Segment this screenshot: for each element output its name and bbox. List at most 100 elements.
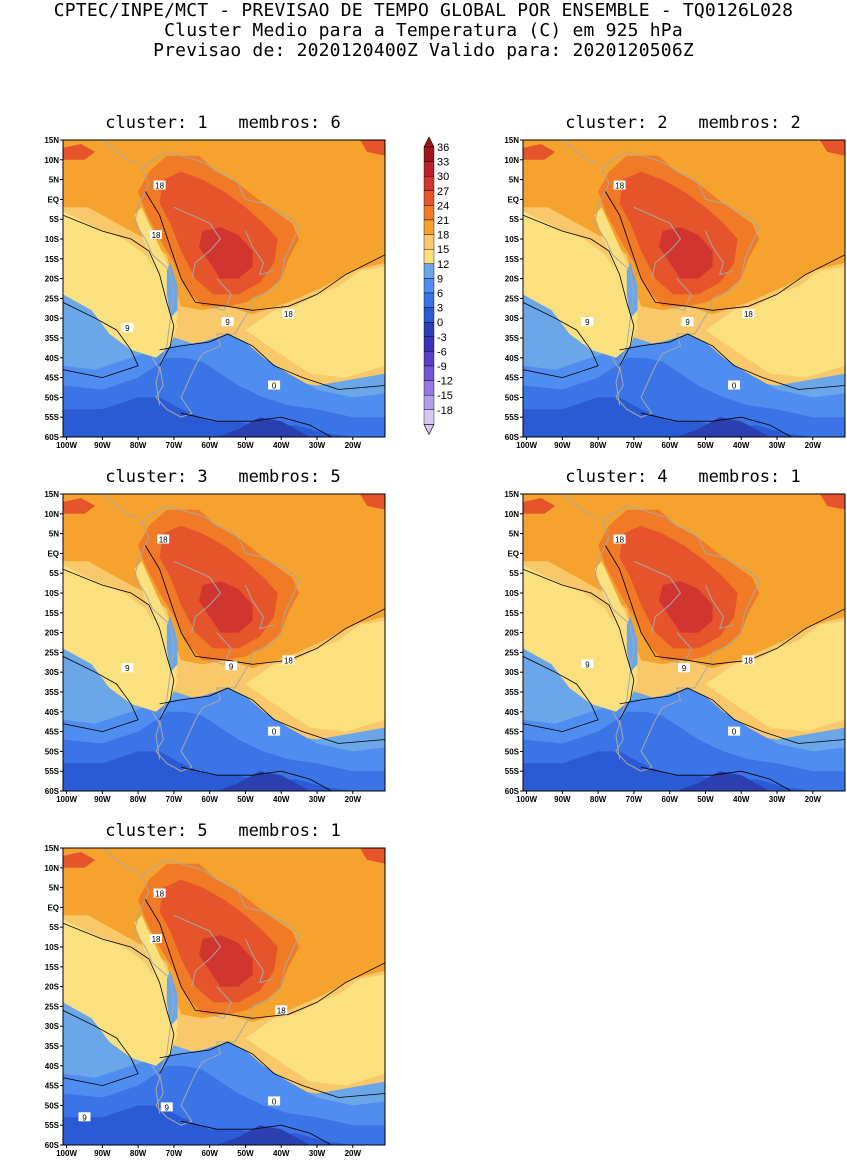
lat-tick-label: 60S: [45, 787, 60, 796]
temperature-region: [360, 848, 385, 864]
colorbar-label: -15: [437, 390, 453, 402]
contour-label-box: [150, 230, 163, 240]
lat-tick-label: 15N: [44, 136, 59, 145]
contour-label-box: [157, 534, 170, 544]
map-frame: [522, 493, 846, 792]
colorbar-label: -6: [437, 346, 447, 358]
lon-tick-label: 20W: [345, 441, 362, 450]
temperature-region: [216, 771, 310, 791]
contour-line: [159, 333, 385, 390]
lat-tick-label: 15S: [45, 609, 60, 618]
contour-line: [523, 568, 635, 720]
temperature-region: [63, 919, 178, 1066]
coastline: [705, 584, 735, 630]
contour-label: 9: [82, 1113, 87, 1122]
temperature-region: [360, 140, 385, 156]
coastline: [151, 1065, 161, 1114]
lon-tick-label: 30W: [769, 441, 786, 450]
lat-tick-label: 5S: [49, 215, 59, 224]
lat-tick-label: 25S: [45, 294, 60, 303]
lon-tick-label: 100W: [56, 1149, 77, 1158]
coastline: [134, 151, 300, 418]
colorbar-swatch: [423, 365, 435, 381]
contour-line: [641, 412, 792, 437]
lon-tick-label: 40W: [733, 441, 750, 450]
lat-tick-label: 45S: [505, 374, 520, 383]
coastline: [611, 357, 621, 406]
colorbar-label: 36: [437, 142, 449, 154]
contour-label: 18: [615, 536, 624, 545]
coastline: [209, 986, 232, 1019]
contour-line: [63, 1010, 139, 1087]
lat-tick-label: 35S: [45, 334, 60, 343]
lat-tick-label: 15N: [504, 490, 519, 499]
temperature-region: [659, 227, 713, 279]
lon-tick-label: 60W: [201, 795, 218, 804]
lat-tick-label: 15S: [505, 255, 520, 264]
panel-title-5: cluster: 5 membros: 1: [105, 821, 341, 841]
lon-tick-label: 100W: [516, 795, 537, 804]
contour-label-box: [681, 317, 694, 327]
colorbar-label: 0: [437, 317, 443, 329]
colorbar-swatch: [423, 395, 435, 411]
colorbar-swatch: [423, 190, 435, 206]
temperature-region: [523, 144, 556, 160]
temperature-region: [166, 616, 178, 673]
lat-tick-label: 10S: [45, 235, 60, 244]
lon-tick-label: 40W: [733, 795, 750, 804]
lat-tick-label: 60S: [505, 433, 520, 442]
lat-tick-label: 15S: [505, 609, 520, 618]
contour-label: 9: [682, 664, 687, 673]
lat-tick-label: 25S: [45, 648, 60, 657]
coastline: [102, 848, 139, 873]
contour-line: [63, 656, 139, 733]
lat-tick-label: 15S: [45, 963, 60, 972]
lon-tick-label: 90W: [94, 441, 111, 450]
lon-tick-label: 60W: [201, 1149, 218, 1158]
contour-line: [641, 766, 792, 791]
contour-line: [181, 766, 332, 791]
lon-tick-label: 80W: [590, 441, 607, 450]
lon-tick-label: 40W: [273, 795, 290, 804]
lon-tick-label: 70W: [626, 441, 643, 450]
contour-label-box: [742, 309, 755, 319]
lat-tick-label: 5S: [509, 215, 519, 224]
colorbar-swatch: [423, 321, 435, 337]
lat-tick-label: 10S: [45, 943, 60, 952]
temperature-region: [705, 266, 845, 378]
temperature-region: [199, 227, 253, 279]
lat-tick-label: 30S: [45, 314, 60, 323]
temperature-region: [245, 266, 385, 378]
contour-label-box: [581, 659, 594, 669]
contour-label-box: [221, 317, 234, 327]
lat-tick-label: 40S: [505, 354, 520, 363]
lat-tick-label: 50S: [45, 1101, 60, 1110]
contour-label: 0: [272, 1097, 277, 1106]
contour-line: [523, 656, 599, 733]
colorbar-label: 3: [437, 303, 443, 315]
lat-tick-label: 45S: [45, 1082, 60, 1091]
temperature-region: [820, 140, 845, 156]
lon-tick-label: 100W: [516, 441, 537, 450]
lon-tick-label: 40W: [273, 441, 290, 450]
contour-label: 9: [165, 1103, 170, 1112]
temperature-region: [166, 262, 178, 319]
contour-label-box: [121, 323, 134, 333]
contour-label: 18: [744, 310, 753, 319]
lat-tick-label: 5S: [49, 923, 59, 932]
colorbar-label: 33: [437, 157, 449, 169]
temperature-region: [63, 397, 353, 437]
coastline: [594, 151, 760, 418]
contour-label-box: [613, 534, 626, 544]
map-frame: [62, 847, 386, 1146]
lat-tick-label: 40S: [45, 708, 60, 717]
lat-tick-label: 55S: [505, 413, 520, 422]
lon-tick-label: 30W: [309, 1149, 326, 1158]
colorbar-label: 12: [437, 259, 449, 271]
contour-label: 0: [272, 728, 277, 737]
lat-tick-label: EQ: [507, 195, 519, 204]
lat-tick-label: 20S: [45, 275, 60, 284]
colorbar-label: -9: [437, 361, 447, 373]
colorbar-top-arrow: [423, 136, 435, 148]
map-panel-2: 18 18 9 9 0 15N 10N 5N EQ 5S 10S 15S 20S 25S 30S 35S 40S…: [504, 136, 846, 450]
